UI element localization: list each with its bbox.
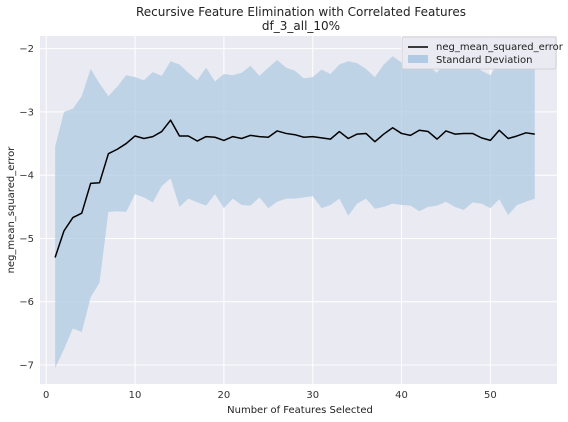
x-tick-label: 30 xyxy=(306,390,319,401)
chart-title: Recursive Feature Elimination with Corre… xyxy=(136,5,466,19)
y-tick-label: −6 xyxy=(19,297,34,308)
mean-line-layer xyxy=(54,119,535,258)
y-tick-label: −4 xyxy=(19,171,34,182)
legend-band-swatch xyxy=(408,55,428,63)
chart-subtitle: df_3_all_10% xyxy=(262,19,340,33)
mean-line xyxy=(54,119,535,258)
x-tick-label: 0 xyxy=(43,390,49,401)
x-tick-label: 40 xyxy=(395,390,408,401)
y-tick-label: −7 xyxy=(19,361,34,372)
y-tick-label: −3 xyxy=(19,107,34,118)
x-tick-label: 10 xyxy=(129,390,142,401)
x-tick-label: 20 xyxy=(218,390,231,401)
legend-entry-mean: neg_mean_squared_error xyxy=(436,42,564,53)
legend-entry-std: Standard Deviation xyxy=(436,55,533,66)
y-tick-label: −2 xyxy=(19,44,34,55)
legend-box xyxy=(401,36,557,70)
std-band xyxy=(55,56,535,369)
x-tick-label: 50 xyxy=(484,390,497,401)
y-axis-ticks: −7 −6 −5 −4 −3 −2 xyxy=(19,44,34,371)
x-axis-label: Number of Features Selected xyxy=(227,405,373,416)
std-band-layer xyxy=(55,56,535,369)
y-axis-label: neg_mean_squared_error xyxy=(6,146,17,274)
y-tick-label: −5 xyxy=(19,234,34,245)
legend: neg_mean_squared_error Standard Deviatio… xyxy=(401,36,564,70)
x-axis-ticks: 0 10 20 30 40 50 xyxy=(43,390,497,401)
